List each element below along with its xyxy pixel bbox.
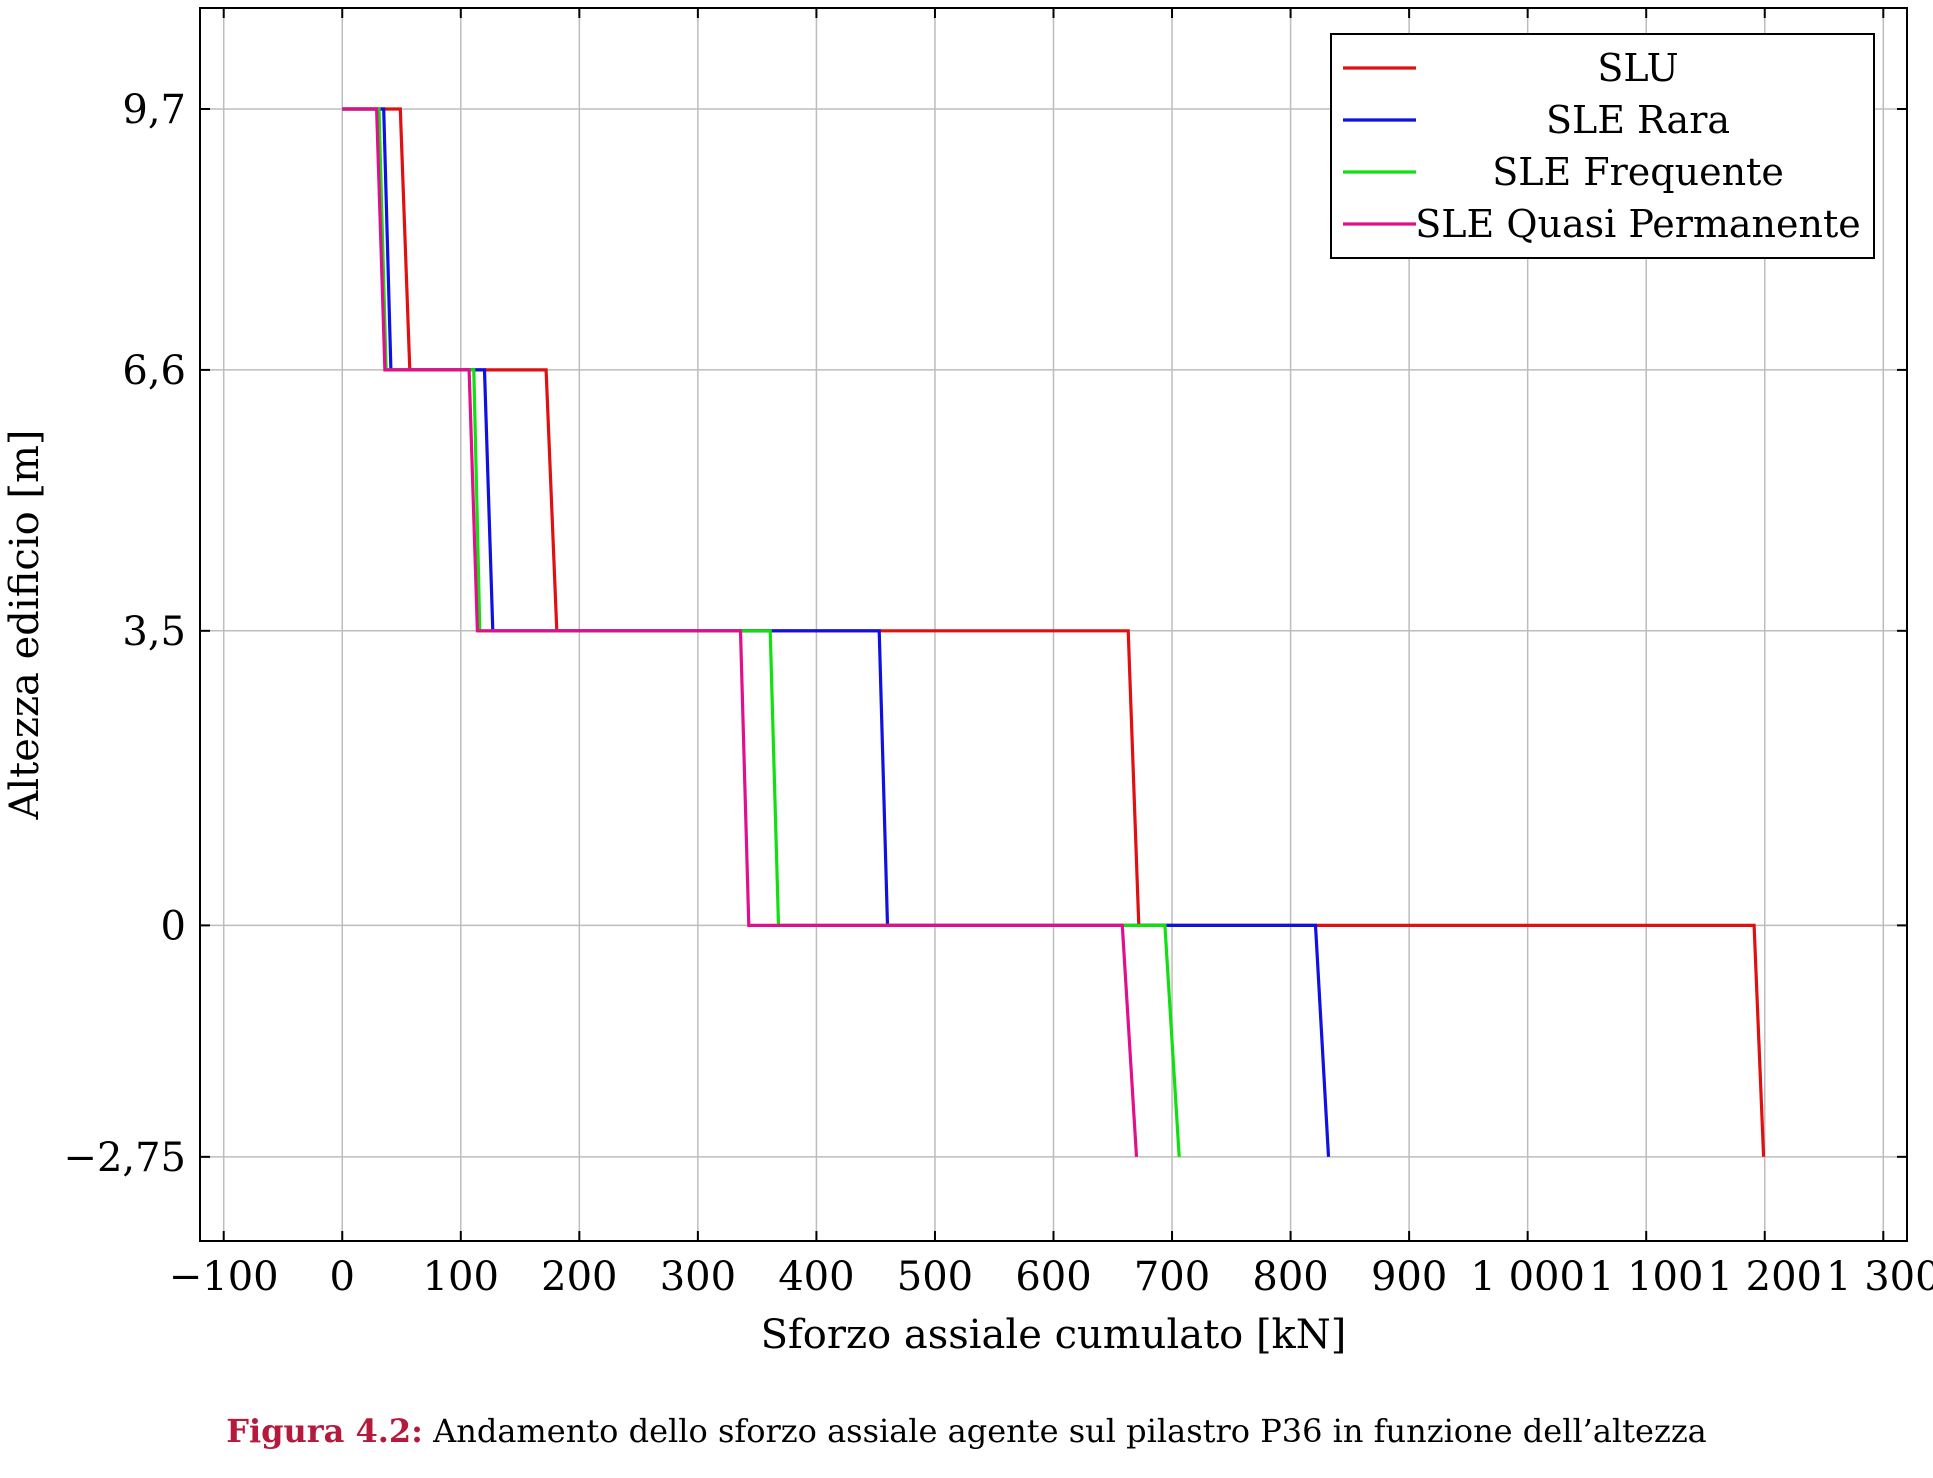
y-tick-label: −2,75 (63, 1135, 186, 1181)
x-tick-label: 400 (778, 1254, 854, 1300)
y-tick-label: 6,6 (122, 348, 186, 394)
x-tick-label: 500 (897, 1254, 973, 1300)
x-tick-label: 1 200 (1707, 1254, 1822, 1300)
x-tick-label: 900 (1371, 1254, 1447, 1300)
legend-entry: SLE Quasi Permanente (1415, 202, 1861, 246)
x-axis-label: Sforzo assiale cumulato [kN] (761, 1312, 1347, 1358)
y-tick-label: 9,7 (122, 87, 186, 133)
caption-label: Figura 4.2: (226, 1412, 423, 1450)
x-tick-label: 1 300 (1826, 1254, 1933, 1300)
x-tick-label: 600 (1015, 1254, 1091, 1300)
x-tick-label: 300 (660, 1254, 736, 1300)
y-tick-label: 0 (161, 903, 186, 949)
legend-entry: SLE Frequente (1492, 150, 1784, 194)
legend-entry: SLE Rara (1546, 98, 1730, 142)
y-axis-ticks: −2,75 0 3,5 6,6 9,7 (63, 87, 1907, 1181)
series-line-3 (342, 107, 1139, 1157)
y-tick-label: 3,5 (122, 609, 186, 655)
x-tick-label: 100 (423, 1254, 499, 1300)
x-tick-label: 700 (1134, 1254, 1210, 1300)
x-tick-label: 0 (330, 1254, 355, 1300)
x-axis-ticks: −100 0 100 200 300 400 500 600 700 800 900 1 000 1 1… (169, 8, 1933, 1300)
x-tick-label: −100 (169, 1254, 279, 1300)
series-lines (342, 107, 1766, 1157)
legend-box (1330, 33, 1875, 259)
x-tick-label: 800 (1252, 1254, 1328, 1300)
series-line-1 (342, 107, 1331, 1157)
legend: SLU SLE Rara SLE Frequente SLE Quasi Perman… (1330, 33, 1875, 259)
x-tick-label: 1 000 (1470, 1254, 1585, 1300)
y-axis-label: Altezza edificio [m] (2, 429, 48, 820)
chart: −100 0 100 200 300 400 500 600 700 800 900 1 000 1 1… (2, 7, 1933, 1358)
caption-text: Andamento dello sforzo assiale agente su… (433, 1412, 1707, 1450)
x-tick-label: 200 (541, 1254, 617, 1300)
x-tick-label: 1 100 (1589, 1254, 1704, 1300)
legend-entry: SLU (1597, 46, 1678, 90)
figure-caption: Figura 4.2: Andamento dello sforzo assia… (0, 1412, 1933, 1450)
plot-frame (199, 7, 1908, 1242)
